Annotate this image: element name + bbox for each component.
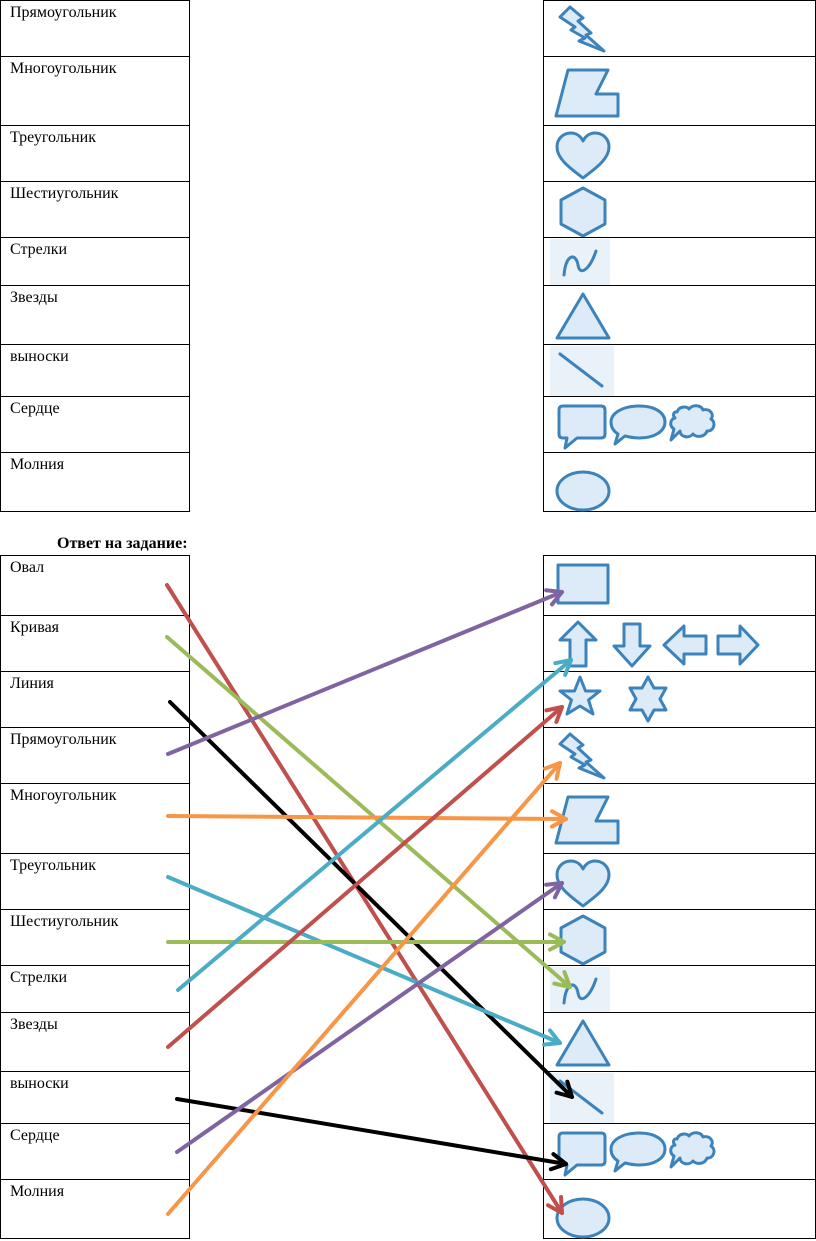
line-icon: [550, 346, 614, 396]
answer-left-cell: Треугольник: [0, 853, 190, 910]
answer-right-cell: [543, 853, 816, 910]
top-label: Прямоугольник: [10, 4, 117, 21]
answer-label: Сердце: [10, 1127, 60, 1144]
arrow-heart: [175, 881, 564, 1154]
arrow-stars: [166, 705, 564, 1049]
answer-label: Прямоугольник: [10, 731, 117, 748]
arrow-oval: [165, 583, 564, 1215]
top-left-cell: Звезды: [0, 285, 190, 345]
curve-icon: [550, 967, 610, 1013]
answer-left-cell: Прямоугольник: [0, 727, 190, 784]
top-left-cell: Шестиугольник: [0, 181, 190, 238]
answer-right-cell: [543, 555, 816, 616]
polygon-icon: [554, 68, 620, 118]
top-left-cell: Стрелки: [0, 237, 190, 286]
top-right-cell: [543, 56, 816, 126]
top-right-cell: [543, 344, 816, 397]
answer-right-cell: [543, 615, 816, 672]
answer-left-cell: Линия: [0, 671, 190, 728]
arrow-block-arrows: [176, 658, 573, 992]
triangle-icon: [555, 292, 611, 340]
answer-right-cell: [543, 1012, 816, 1072]
answer-left-cell: выноски: [0, 1071, 190, 1124]
answer-left-cell: Многоугольник: [0, 783, 190, 854]
arrow-triangle: [166, 875, 562, 1045]
polygon-icon: [554, 795, 620, 845]
answer-right-cell: [543, 1071, 816, 1124]
answer-label: Шестиугольник: [10, 913, 119, 930]
triangle-icon: [555, 1019, 611, 1067]
top-label: Звезды: [10, 289, 58, 306]
top-right-cell: [543, 452, 816, 512]
answer-title: Ответ на задание:: [57, 535, 188, 552]
answer-label: Линия: [10, 675, 54, 692]
top-left-cell: выноски: [0, 344, 190, 397]
answer-label: Треугольник: [10, 857, 96, 874]
answer-label: выноски: [10, 1075, 69, 1092]
block-arrows-icon: [558, 620, 760, 668]
top-right-cell: [543, 237, 816, 286]
hexagon-icon: [559, 186, 607, 238]
hexagon-icon: [559, 914, 607, 966]
top-label: Молния: [10, 456, 65, 473]
arrow-rectangle: [166, 590, 564, 756]
answer-label: Молния: [10, 1183, 65, 1200]
lightning-icon: [558, 5, 606, 53]
top-right-cell: [543, 285, 816, 345]
oval-icon: [555, 1197, 611, 1239]
top-left-cell: Треугольник: [0, 125, 190, 182]
top-label: Стрелки: [10, 241, 68, 258]
answer-label: Кривая: [10, 619, 60, 636]
top-right-cell: [543, 181, 816, 238]
top-label: Сердце: [10, 400, 60, 417]
curve-icon: [550, 239, 610, 285]
answer-right-cell: [543, 783, 816, 854]
top-left-cell: Многоугольник: [0, 56, 190, 126]
line-icon: [550, 1073, 614, 1123]
oval-icon: [555, 470, 611, 512]
answer-left-cell: Сердце: [0, 1123, 190, 1180]
rectangle-icon: [556, 563, 610, 605]
answer-right-cell: [543, 1123, 816, 1180]
top-label: Многоугольник: [10, 60, 117, 77]
arrow-polygon: [166, 814, 568, 821]
callouts-icon: [557, 1131, 716, 1177]
top-right-cell: [543, 125, 816, 182]
top-right-cell: [543, 0, 816, 57]
answer-left-cell: Молния: [0, 1179, 190, 1239]
answer-right-cell: [543, 909, 816, 966]
top-left-cell: Молния: [0, 452, 190, 512]
arrow-lightning: [166, 761, 562, 1216]
top-label: выноски: [10, 348, 69, 365]
arrow-callouts: [175, 1097, 568, 1166]
answer-right-cell: [543, 671, 816, 728]
answer-right-cell: [543, 1179, 816, 1239]
answer-label: Овал: [10, 559, 45, 576]
answer-right-cell: [543, 965, 816, 1013]
arrow-curve: [165, 635, 572, 989]
answer-right-cell: [543, 727, 816, 784]
top-label: Треугольник: [10, 129, 96, 146]
answer-left-cell: Звезды: [0, 1012, 190, 1072]
stars-icon: [558, 675, 668, 723]
answer-label: Стрелки: [10, 969, 68, 986]
top-left-cell: Сердце: [0, 396, 190, 453]
answer-left-cell: Шестиугольник: [0, 909, 190, 966]
answer-label: Звезды: [10, 1016, 58, 1033]
answer-left-cell: Стрелки: [0, 965, 190, 1013]
heart-icon: [555, 859, 611, 908]
answer-label: Многоугольник: [10, 787, 117, 804]
callouts-icon: [557, 404, 716, 450]
lightning-icon: [558, 732, 606, 780]
heart-icon: [555, 131, 611, 180]
top-left-cell: Прямоугольник: [0, 0, 190, 57]
answer-left-cell: Кривая: [0, 615, 190, 672]
top-label: Шестиугольник: [10, 185, 119, 202]
top-right-cell: [543, 396, 816, 453]
answer-left-cell: Овал: [0, 555, 190, 616]
arrow-line: [168, 700, 574, 1099]
